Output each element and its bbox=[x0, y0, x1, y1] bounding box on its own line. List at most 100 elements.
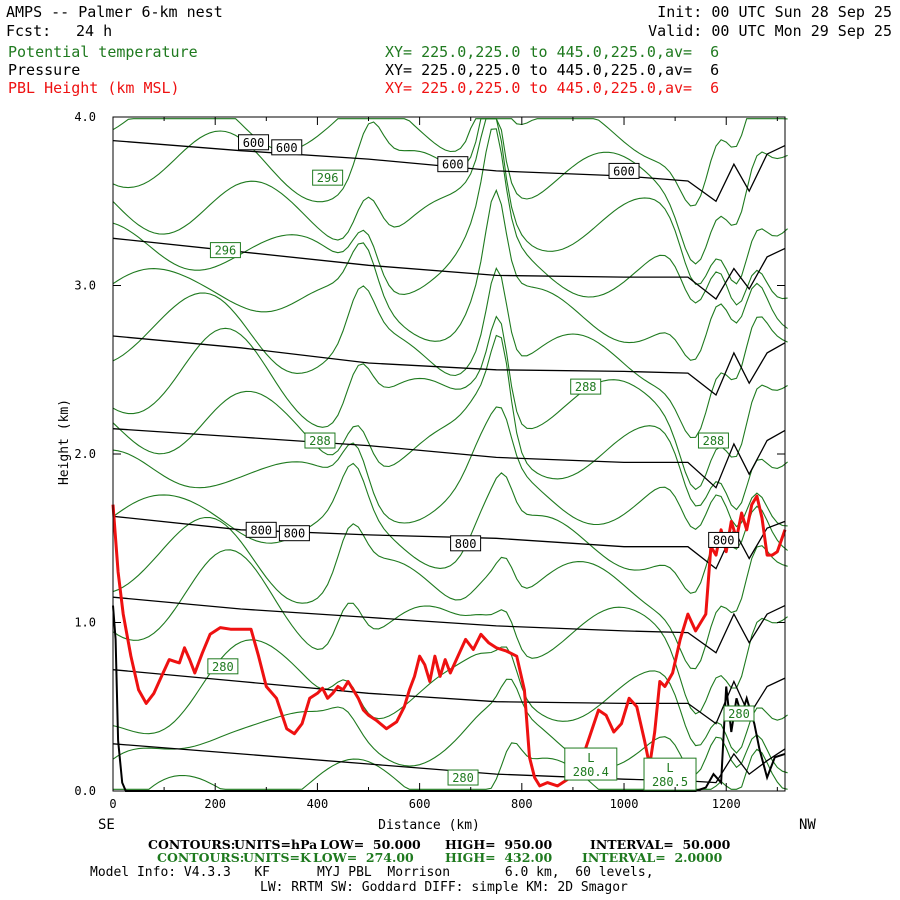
theta-contour-line bbox=[112, 334, 788, 511]
theta-low-box bbox=[643, 757, 697, 791]
theta-contour-line bbox=[112, 462, 788, 594]
pressure-contour-line bbox=[112, 237, 786, 300]
y-tick-label: 2.0 bbox=[74, 447, 96, 461]
pressure-label-box bbox=[278, 525, 310, 542]
pressure-label-box bbox=[437, 156, 469, 173]
theta-low-marker: L bbox=[587, 751, 594, 765]
model-info-line1: Model Info: V4.3.3 KF MYJ PBL Morrison 6… bbox=[90, 865, 654, 880]
y-tick-label: 3.0 bbox=[74, 279, 96, 293]
theta-label: 288 bbox=[703, 434, 725, 448]
theta-label-box bbox=[312, 169, 344, 186]
theta-contour-line bbox=[112, 678, 788, 776]
pressure-label: 800 bbox=[250, 523, 272, 537]
pressure-contour-line bbox=[112, 335, 786, 397]
footer-t-low: LOW= 274.00 bbox=[313, 850, 414, 865]
theta-low-value: 280.5 bbox=[652, 775, 688, 789]
pbl-height-line bbox=[111, 494, 787, 788]
legend-pbl: PBL Height (km MSL) bbox=[8, 79, 180, 97]
pressure-label: 800 bbox=[284, 527, 306, 541]
theta-low-marker: L bbox=[666, 761, 673, 775]
footer-p-units: UNITS=hPa bbox=[234, 837, 318, 852]
pressure-label: 800 bbox=[713, 533, 735, 547]
theta-contour-line bbox=[112, 188, 788, 361]
x-tick-label: 200 bbox=[204, 797, 226, 811]
pressure-label-box bbox=[708, 531, 740, 548]
theta-contours bbox=[112, 118, 788, 790]
footer-p-interval: INTERVAL= 50.000 bbox=[590, 837, 731, 852]
footer-p-low: LOW= 50.000 bbox=[320, 837, 421, 852]
theta-label-box bbox=[570, 378, 602, 395]
footer-p-high: HIGH= 950.00 bbox=[445, 837, 553, 852]
pressure-contours bbox=[112, 139, 786, 784]
pressure-label-box bbox=[608, 162, 640, 179]
model-info-line2: LW: RRTM SW: Goddard DIFF: simple KM: 2D… bbox=[260, 880, 628, 895]
theta-contour-line bbox=[112, 315, 788, 491]
theta-label-box bbox=[697, 432, 729, 449]
theta-low-box bbox=[564, 747, 618, 781]
theta-label-box bbox=[304, 432, 336, 449]
x-axis-label: Distance (km) bbox=[378, 818, 480, 833]
theta-label: 280 bbox=[728, 707, 750, 721]
xy-theta: XY= 225.0,225.0 to 445.0,225.0,av= 6 bbox=[385, 43, 720, 61]
pressure-contour-line bbox=[112, 139, 786, 203]
pbl-height-series bbox=[111, 494, 787, 788]
theta-low-value: 280.4 bbox=[573, 765, 609, 779]
pressure-label-box bbox=[450, 535, 482, 552]
x-tick-label: 400 bbox=[307, 797, 329, 811]
theta-label-box bbox=[447, 769, 479, 786]
theta-label: 296 bbox=[215, 244, 237, 258]
pressure-label: 600 bbox=[442, 158, 464, 172]
theta-label-box bbox=[207, 658, 239, 675]
pressure-contour-line bbox=[112, 515, 786, 570]
pressure-label-box bbox=[245, 521, 277, 538]
footer-t-units: UNITS=K bbox=[243, 850, 311, 865]
legend-pressure: Pressure bbox=[8, 61, 81, 79]
chart-title: AMPS -- Palmer 6-km nest bbox=[6, 3, 223, 21]
theta-label: 280 bbox=[212, 660, 234, 674]
theta-label-box bbox=[209, 242, 241, 259]
footer-p-label: CONTOURS: bbox=[148, 837, 236, 852]
y-tick-label: 0.0 bbox=[74, 784, 96, 798]
pressure-label: 800 bbox=[455, 537, 477, 551]
pressure-label-box bbox=[271, 139, 303, 156]
theta-label-box bbox=[723, 705, 755, 722]
y-axis-label: Height (km) bbox=[57, 399, 72, 485]
forecast-label: Fcst: bbox=[6, 22, 52, 40]
pressure-contour-line bbox=[112, 669, 786, 725]
pressure-label: 600 bbox=[276, 141, 298, 155]
axes: 0 200 400 600 800 1000 1200 0.0 1.0 2.0 3.0 4.0 Dist… bbox=[57, 110, 816, 833]
xy-pbl: XY= 225.0,225.0 to 445.0,225.0,av= 6 bbox=[385, 79, 720, 97]
x-tick-label: 1000 bbox=[610, 797, 639, 811]
left-end-label: SE bbox=[98, 817, 115, 833]
x-tick-label: 600 bbox=[409, 797, 431, 811]
x-tick-label: 1200 bbox=[712, 797, 741, 811]
theta-contour-line bbox=[112, 406, 788, 530]
xy-pressure: XY= 225.0,225.0 to 445.0,225.0,av= 6 bbox=[385, 61, 720, 79]
terrain-profile bbox=[112, 605, 786, 792]
x-tick-label: 0 bbox=[109, 797, 116, 811]
footer-t-high: HIGH= 432.00 bbox=[445, 850, 553, 865]
pressure-label: 600 bbox=[243, 136, 265, 150]
x-tick-label: 800 bbox=[511, 797, 533, 811]
pressure-contour-line bbox=[112, 428, 786, 489]
legend-theta: Potential temperature bbox=[8, 43, 198, 61]
terrain-line bbox=[112, 605, 786, 792]
right-end-label: NW bbox=[799, 817, 816, 833]
theta-label: 280 bbox=[452, 771, 474, 785]
init-time: Init: 00 UTC Sun 28 Sep 25 bbox=[657, 3, 892, 21]
pressure-label: 600 bbox=[613, 164, 635, 178]
footer-t-label: CONTOURS: bbox=[157, 850, 245, 865]
theta-contour-line bbox=[112, 516, 788, 670]
theta-label: 288 bbox=[309, 434, 331, 448]
theta-contour-line bbox=[112, 118, 788, 285]
valid-time: Valid: 00 UTC Mon 29 Sep 25 bbox=[648, 22, 892, 40]
theta-contour-line bbox=[112, 266, 788, 439]
footer-t-interval: INTERVAL= 2.0000 bbox=[582, 850, 723, 865]
pressure-label-box bbox=[238, 134, 270, 151]
theta-contour-line bbox=[112, 128, 788, 306]
y-tick-label: 4.0 bbox=[74, 110, 96, 124]
forecast-hours: 24 h bbox=[76, 22, 113, 40]
theta-label: 288 bbox=[575, 380, 597, 394]
contour-labels: 600 600 600 600 800 800 800 800 296 296 288 288 288 2… bbox=[207, 134, 755, 791]
